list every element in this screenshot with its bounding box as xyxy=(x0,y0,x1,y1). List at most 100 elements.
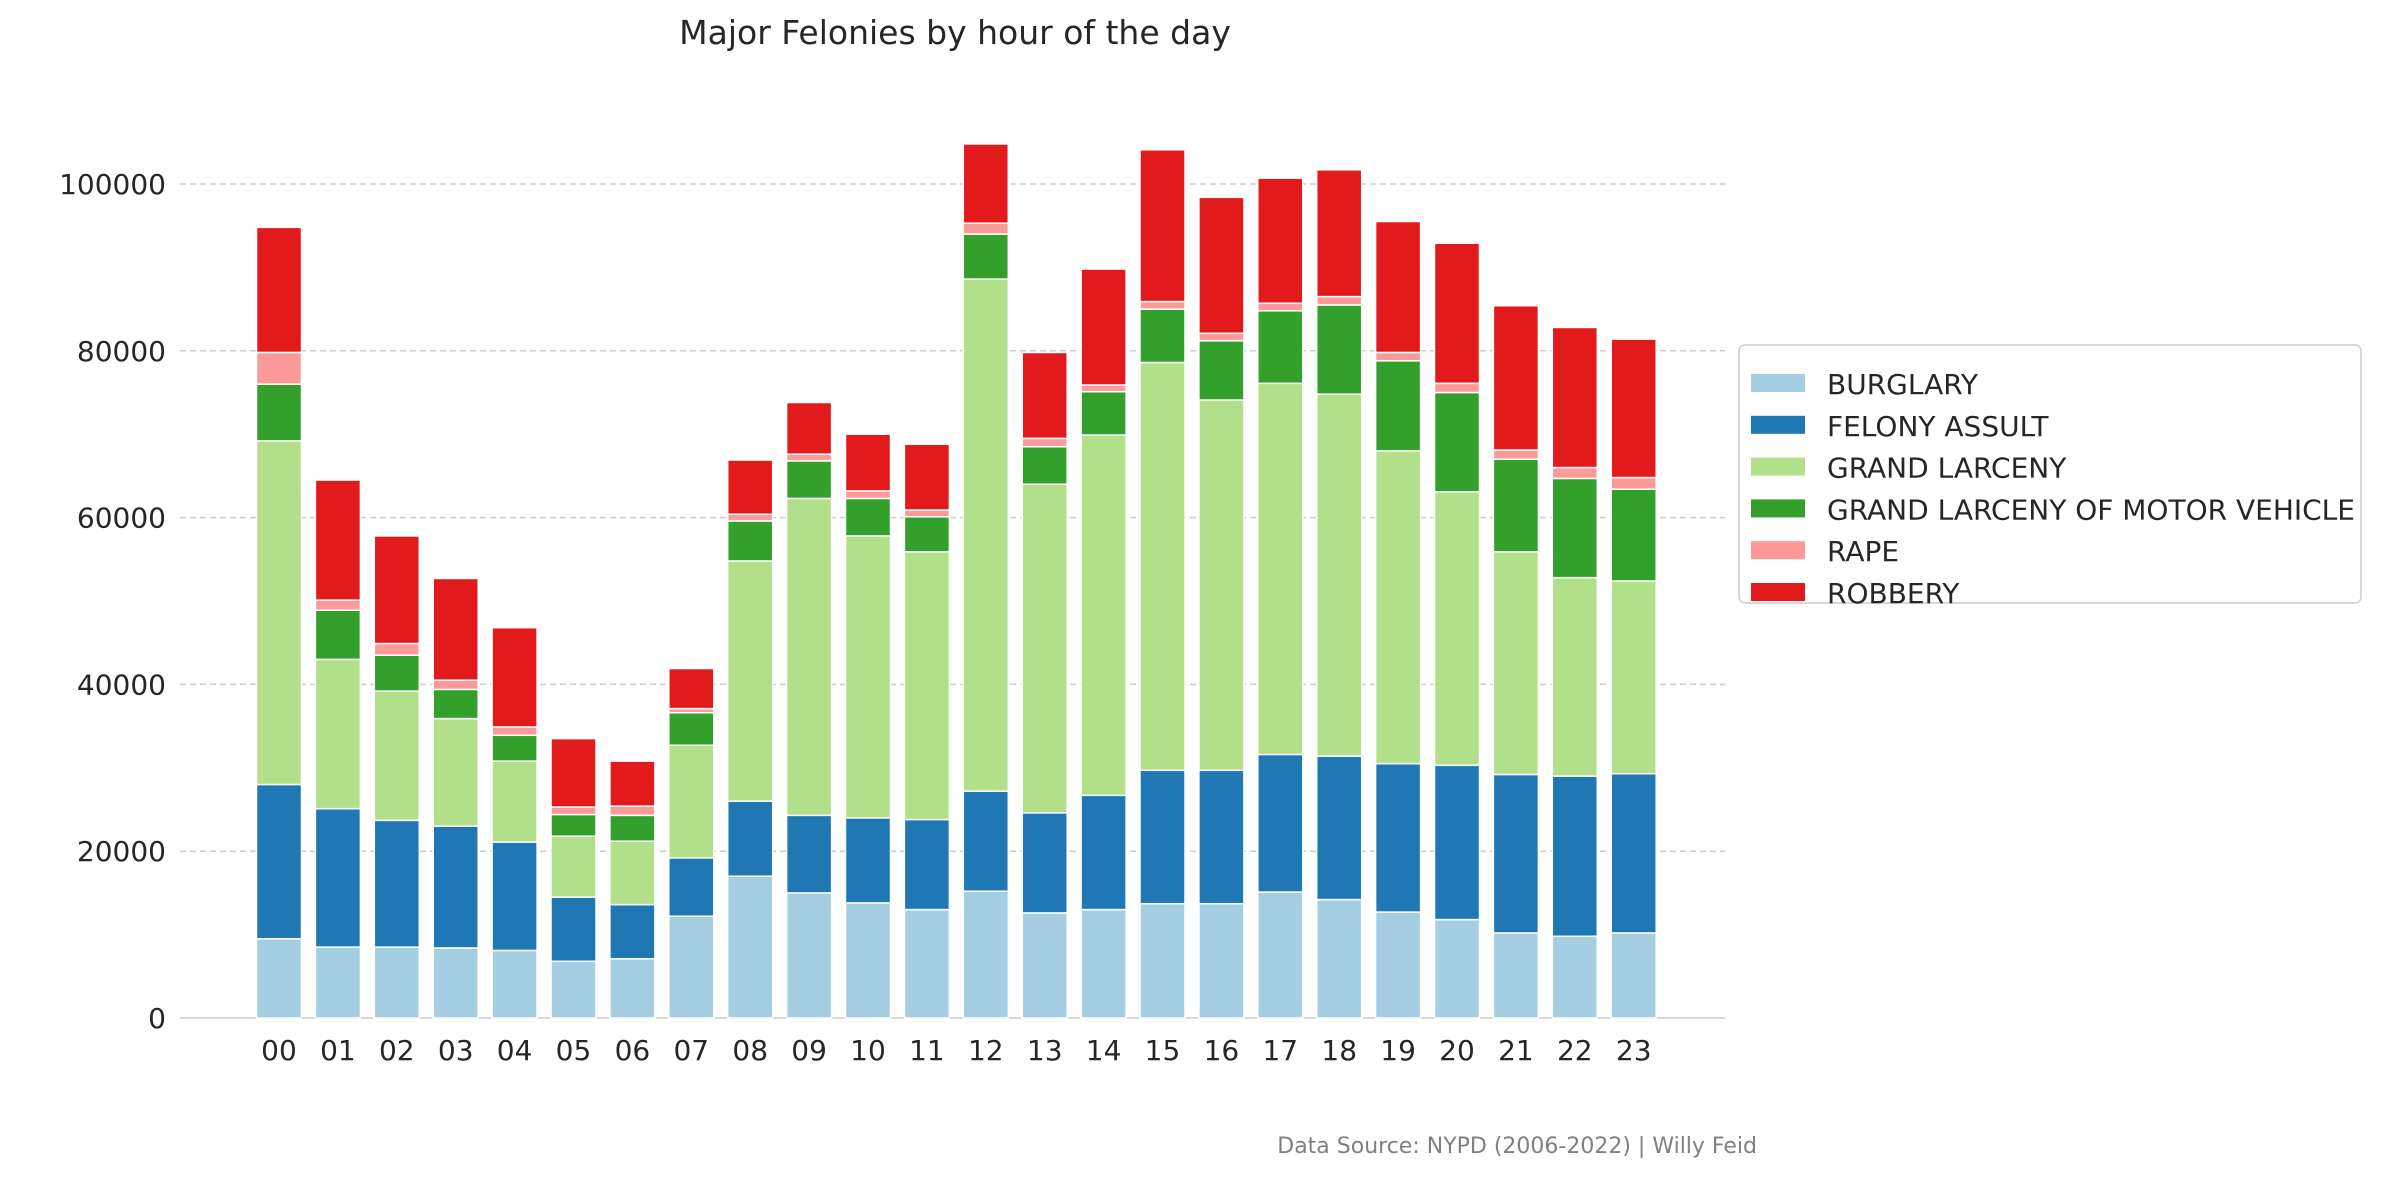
bar-segment-felony-assult-13 xyxy=(1021,812,1068,914)
bar-segment-grand-larceny-21 xyxy=(1492,551,1540,776)
x-tick-label: 09 xyxy=(791,1034,827,1067)
bar-segment-grand-larceny-11 xyxy=(903,551,951,821)
bar-segment-grand-larceny-08 xyxy=(726,560,774,802)
legend-item-grand-larceny[interactable]: GRAND LARCENY xyxy=(1751,452,2067,485)
x-tick-label: 12 xyxy=(968,1034,1004,1067)
bar-segment-rape-19 xyxy=(1374,351,1422,362)
bar-segment-grand-larceny-of-motor-vehicle-12 xyxy=(962,233,1010,280)
bar-segment-rape-15 xyxy=(1139,300,1186,310)
bar-segment-grand-larceny-of-motor-vehicle-18 xyxy=(1315,304,1363,395)
bar-segment-rape-00 xyxy=(255,351,303,385)
bar-segment-felony-assult-18 xyxy=(1315,755,1363,901)
bar-segment-robbery-03 xyxy=(432,577,479,681)
bar-segment-grand-larceny-of-motor-vehicle-05 xyxy=(550,813,597,837)
x-tick-label: 22 xyxy=(1557,1034,1593,1067)
bar-segment-burglary-09 xyxy=(785,892,833,1019)
legend-item-felony-assult[interactable]: FELONY ASSULT xyxy=(1751,410,2049,443)
bar-segment-felony-assult-04 xyxy=(491,841,538,952)
bar-segment-grand-larceny-03 xyxy=(432,717,479,827)
bar-segment-felony-assult-02 xyxy=(373,819,421,948)
bar-segment-burglary-18 xyxy=(1315,898,1363,1019)
bar-segment-grand-larceny-of-motor-vehicle-09 xyxy=(785,460,833,500)
bar-segment-grand-larceny-of-motor-vehicle-10 xyxy=(844,497,892,537)
bar-segment-burglary-05 xyxy=(550,960,597,1019)
bar-segment-robbery-17 xyxy=(1257,177,1304,305)
bar-segment-felony-assult-11 xyxy=(903,818,951,911)
bar-segment-felony-assult-15 xyxy=(1139,769,1186,905)
legend-item-burglary[interactable]: BURGLARY xyxy=(1751,368,1979,401)
x-tick-label: 10 xyxy=(850,1034,886,1067)
bar-segment-rape-18 xyxy=(1315,295,1363,306)
bar-segment-grand-larceny-05 xyxy=(550,835,597,898)
source-note: Data Source: NYPD (2006-2022) | Willy Fe… xyxy=(1277,1134,1757,1159)
bar-segment-grand-larceny-07 xyxy=(668,744,715,859)
bar-segment-burglary-10 xyxy=(844,902,892,1019)
legend-item-rape[interactable]: RAPE xyxy=(1751,535,1899,568)
bar-segment-grand-larceny-15 xyxy=(1139,361,1186,772)
bar-segment-robbery-13 xyxy=(1021,351,1068,440)
x-tick-label: 04 xyxy=(497,1034,533,1067)
bar-segment-robbery-22 xyxy=(1551,326,1599,469)
bar-segment-felony-assult-06 xyxy=(609,903,656,960)
y-tick-label: 0 xyxy=(148,1002,166,1035)
bar-segment-robbery-15 xyxy=(1139,149,1186,303)
legend-label: ROBBERY xyxy=(1827,577,1960,610)
bar-segment-robbery-05 xyxy=(550,737,597,808)
bar-segment-grand-larceny-of-motor-vehicle-20 xyxy=(1433,391,1481,493)
bar-segment-robbery-02 xyxy=(373,535,421,645)
bar-segment-rape-10 xyxy=(844,490,892,500)
bar-segment-grand-larceny-23 xyxy=(1610,580,1657,775)
legend-swatch xyxy=(1751,541,1805,560)
bar-segment-robbery-04 xyxy=(491,626,538,728)
legend[interactable]: BURGLARY FELONY ASSULT GRAND LARCENY GRAND … xyxy=(1738,344,2362,610)
bar-segment-burglary-07 xyxy=(668,915,715,1019)
bar-segment-felony-assult-17 xyxy=(1257,753,1304,893)
bar-segment-felony-assult-10 xyxy=(844,817,892,904)
bar-segment-burglary-03 xyxy=(432,947,479,1019)
legend-item-robbery[interactable]: ROBBERY xyxy=(1751,577,1960,610)
x-tick-label: 19 xyxy=(1380,1034,1416,1067)
bar-segment-felony-assult-09 xyxy=(785,814,833,894)
bar-segment-robbery-16 xyxy=(1198,196,1245,335)
bar-segment-robbery-11 xyxy=(903,443,951,511)
bar-segment-robbery-01 xyxy=(314,479,362,601)
legend-item-grand-larceny-of-motor-vehicle[interactable]: GRAND LARCENY OF MOTOR VEHICLE xyxy=(1751,493,2355,526)
bar-segment-grand-larceny-of-motor-vehicle-17 xyxy=(1257,310,1304,385)
y-tick-label: 60000 xyxy=(77,502,166,535)
bar-segment-rape-17 xyxy=(1257,302,1304,312)
y-tick-label: 100000 xyxy=(59,168,166,201)
bar-segment-grand-larceny-06 xyxy=(609,840,656,906)
legend-label: GRAND LARCENY OF MOTOR VEHICLE xyxy=(1827,493,2355,526)
bar-segment-grand-larceny-of-motor-vehicle-08 xyxy=(726,520,774,562)
bar-segment-rape-16 xyxy=(1198,332,1245,342)
bar-segment-rape-02 xyxy=(373,642,421,656)
x-tick-label: 08 xyxy=(732,1034,768,1067)
x-tick-label: 03 xyxy=(438,1034,474,1067)
x-tick-label: 11 xyxy=(909,1034,945,1067)
legend-label: BURGLARY xyxy=(1827,368,1979,401)
bar-segment-robbery-08 xyxy=(726,459,774,516)
bar-segment-rape-06 xyxy=(609,805,656,817)
bar-segment-grand-larceny-20 xyxy=(1433,490,1481,767)
bar-segment-grand-larceny-of-motor-vehicle-07 xyxy=(668,712,715,747)
bar-segment-robbery-18 xyxy=(1315,169,1363,298)
bar-segment-rape-01 xyxy=(314,599,362,611)
bar-segment-felony-assult-23 xyxy=(1610,772,1657,934)
x-tick-label: 21 xyxy=(1498,1034,1534,1067)
bar-segment-robbery-14 xyxy=(1080,268,1127,386)
x-tick-label: 01 xyxy=(320,1034,356,1067)
legend-label: FELONY ASSULT xyxy=(1827,410,2049,443)
bar-segment-burglary-14 xyxy=(1080,908,1127,1019)
bar-segment-grand-larceny-14 xyxy=(1080,434,1127,797)
x-tick-label: 23 xyxy=(1616,1034,1652,1067)
bar-segment-grand-larceny-of-motor-vehicle-06 xyxy=(609,814,656,842)
x-tick-label: 00 xyxy=(261,1034,297,1067)
y-axis: 0 20000 40000 60000 80000 100000 xyxy=(59,168,166,1035)
x-tick-label: 05 xyxy=(556,1034,592,1067)
bar-segment-burglary-19 xyxy=(1374,911,1422,1019)
bar-segment-burglary-17 xyxy=(1257,891,1304,1019)
bar-segment-grand-larceny-of-motor-vehicle-13 xyxy=(1021,445,1068,485)
bar-segment-felony-assult-12 xyxy=(962,790,1010,892)
bar-segment-burglary-15 xyxy=(1139,902,1186,1019)
bar-segment-burglary-16 xyxy=(1198,902,1245,1019)
